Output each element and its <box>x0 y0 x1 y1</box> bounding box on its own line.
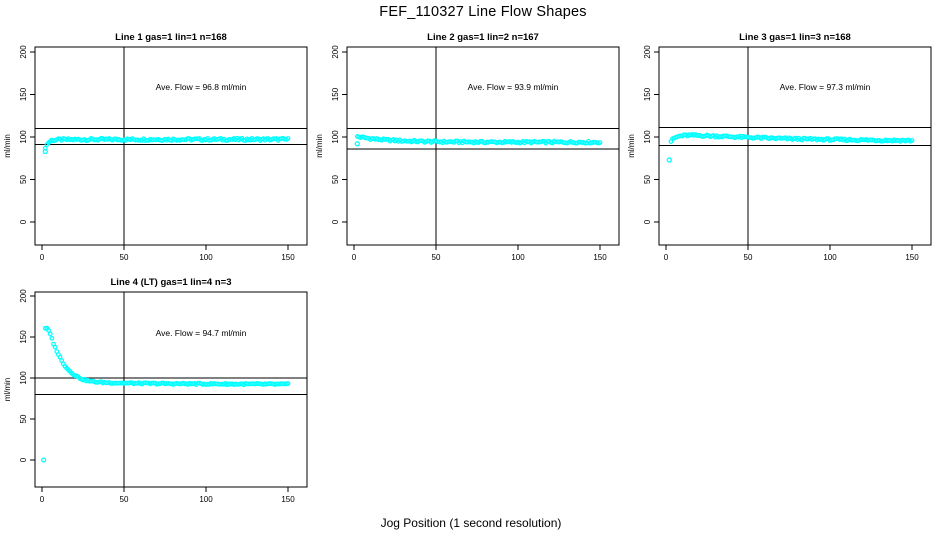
outlier-point <box>40 457 47 463</box>
y-tick-label: 150 <box>331 87 340 101</box>
data-points <box>40 325 291 463</box>
y-tick-label: 200 <box>19 45 28 59</box>
data-points <box>354 134 603 147</box>
ave-flow-annotation: Ave. Flow = 94.7 ml/min <box>156 328 247 338</box>
x-tick-label: 50 <box>432 253 441 262</box>
y-tick-label: 100 <box>19 130 28 144</box>
x-tick-label: 0 <box>40 495 45 504</box>
outlier-point <box>42 148 48 155</box>
y-tick-label: 0 <box>19 219 28 224</box>
y-tick-label: 100 <box>643 130 652 144</box>
data-point <box>46 327 51 333</box>
data-point <box>285 136 291 141</box>
data-point <box>52 344 58 350</box>
x-tick-label: 150 <box>593 253 607 262</box>
x-tick-label: 100 <box>823 253 837 262</box>
outlier-point <box>354 141 360 147</box>
y-tick-label: 50 <box>331 175 340 184</box>
ave-flow-annotation: Ave. Flow = 97.3 ml/min <box>780 82 871 92</box>
x-tick-label: 50 <box>744 253 753 262</box>
y-tick-label: 50 <box>643 175 652 184</box>
panel-title-1: Line 1 gas=1 lin=1 n=168 <box>115 32 227 43</box>
y-axis-label: ml/min <box>3 134 12 158</box>
panel-title-2: Line 2 gas=1 lin=2 n=167 <box>427 32 539 43</box>
x-tick-label: 150 <box>281 495 295 504</box>
x-tick-label: 50 <box>120 253 129 262</box>
outlier-point <box>666 157 672 163</box>
data-point <box>49 335 55 341</box>
x-tick-label: 0 <box>664 253 669 262</box>
y-tick-label: 150 <box>19 330 28 344</box>
y-tick-label: 0 <box>643 219 652 224</box>
y-tick-label: 200 <box>643 45 652 59</box>
y-tick-label: 0 <box>331 219 340 224</box>
y-axis-label: ml/min <box>627 134 636 158</box>
data-point <box>47 331 53 337</box>
y-tick-label: 0 <box>19 457 28 462</box>
data-points <box>666 132 915 163</box>
x-tick-label: 0 <box>352 253 357 262</box>
main-title: FEF_110327 Line Flow Shapes <box>379 4 586 20</box>
data-point <box>285 381 291 386</box>
plot-box <box>346 46 620 246</box>
data-point <box>909 138 915 143</box>
panel-line-3: Line 3 gas=1 lin=3 n=168 0 50 100 150 0 50 100 1… <box>627 32 932 262</box>
data-points <box>42 135 291 155</box>
ave-flow-annotation: Ave. Flow = 96.8 ml/min <box>156 82 247 92</box>
data-point <box>824 136 830 142</box>
panel-title-3: Line 3 gas=1 lin=3 n=168 <box>739 32 851 43</box>
x-tick-label: 150 <box>905 253 919 262</box>
y-tick-label: 150 <box>643 87 652 101</box>
x-tick-label: 100 <box>199 495 213 504</box>
x-axis-label: Jog Position (1 second resolution) <box>381 516 562 530</box>
x-tick-label: 50 <box>120 495 129 504</box>
x-tick-label: 100 <box>199 253 213 262</box>
x-tick-label: 150 <box>281 253 295 262</box>
y-axis-label: ml/min <box>3 378 12 402</box>
ave-flow-annotation: Ave. Flow = 93.9 ml/min <box>468 82 559 92</box>
panels-group: Line 1 gas=1 lin=1 n=168 0 50 100 150 0 50 100 1… <box>3 32 932 504</box>
panel-line-2: Line 2 gas=1 lin=2 n=167 0 50 100 150 0 50 100 1… <box>315 32 620 262</box>
panel-title-4: Line 4 (LT) gas=1 lin=4 n=3 <box>111 277 232 288</box>
y-tick-label: 100 <box>19 371 28 385</box>
plot-box <box>34 291 308 488</box>
x-tick-label: 0 <box>40 253 45 262</box>
x-tick-label: 100 <box>511 253 525 262</box>
y-tick-label: 200 <box>19 289 28 303</box>
y-tick-label: 50 <box>19 175 28 184</box>
data-point <box>597 140 603 145</box>
plot-box <box>34 46 308 246</box>
panel-line-4: Line 4 (LT) gas=1 lin=4 n=3 0 50 100 150 0 50 1… <box>3 277 308 504</box>
y-tick-label: 200 <box>331 45 340 59</box>
y-tick-label: 50 <box>19 414 28 423</box>
y-tick-label: 100 <box>331 130 340 144</box>
panel-line-1: Line 1 gas=1 lin=1 n=168 0 50 100 150 0 50 100 1… <box>3 32 308 262</box>
y-tick-label: 150 <box>19 87 28 101</box>
y-axis-label: ml/min <box>315 134 324 158</box>
